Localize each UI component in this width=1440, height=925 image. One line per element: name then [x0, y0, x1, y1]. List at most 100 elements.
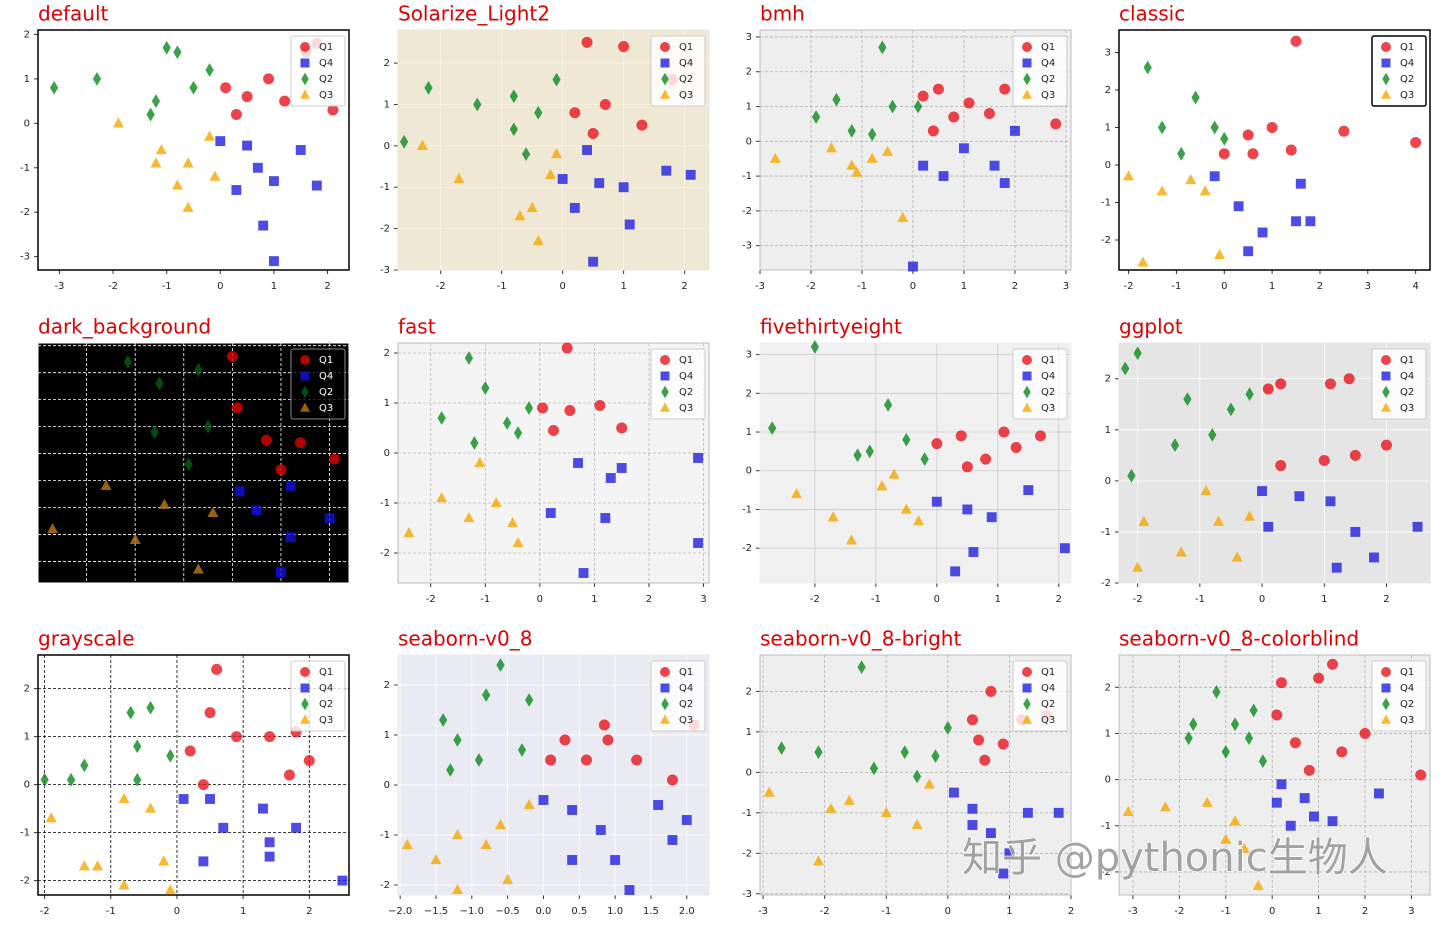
- legend-label: Q3: [679, 403, 693, 414]
- point: [1229, 815, 1241, 826]
- point: [92, 72, 102, 86]
- point: [470, 436, 479, 450]
- point: [552, 72, 561, 87]
- point: [118, 792, 130, 804]
- point: [218, 822, 229, 833]
- legend-label: Q3: [1041, 715, 1055, 726]
- y-tick-label: -1: [380, 498, 390, 509]
- point: [538, 795, 549, 805]
- point: [509, 122, 518, 137]
- point: [204, 130, 216, 141]
- point: [962, 504, 973, 515]
- point: [1177, 146, 1186, 161]
- legend-marker: [300, 355, 310, 365]
- legend-label: Q2: [679, 74, 693, 85]
- point: [184, 457, 193, 472]
- point: [1324, 378, 1336, 390]
- x-tick-label: 3: [1365, 281, 1371, 292]
- legend-label: Q2: [1041, 74, 1055, 85]
- x-tick-label: 1: [1269, 281, 1275, 292]
- x-tick-label: -2: [820, 906, 830, 917]
- legend-label: Q3: [1400, 90, 1414, 101]
- y-tick-label: -2: [742, 543, 752, 554]
- legend-label: Q4: [319, 371, 333, 382]
- x-tick-label: −1.0: [460, 906, 484, 917]
- legend-box: [290, 348, 346, 420]
- legend-box: [1012, 35, 1068, 107]
- legend-label: Q2: [319, 74, 333, 85]
- point: [241, 91, 253, 103]
- point: [1238, 842, 1250, 853]
- point: [1275, 378, 1287, 390]
- y-tick-label: 2: [746, 388, 752, 399]
- point: [126, 705, 135, 720]
- x-tick-label: -3: [755, 281, 765, 292]
- point: [502, 416, 512, 430]
- x-tick-label: 1: [1315, 906, 1321, 917]
- y-tick-label: -1: [742, 808, 752, 819]
- point: [198, 856, 209, 867]
- point: [1245, 387, 1254, 401]
- x-tick-label: -2: [40, 906, 50, 917]
- point: [973, 734, 985, 746]
- point: [537, 402, 549, 414]
- point: [588, 256, 599, 267]
- point: [869, 761, 879, 776]
- x-tick-label: 0.5: [571, 906, 587, 917]
- x-tick-label: -3: [758, 906, 768, 917]
- point: [958, 143, 969, 154]
- point: [983, 107, 995, 119]
- legend-label: Q1: [1041, 355, 1055, 366]
- point: [878, 40, 887, 55]
- point: [285, 480, 296, 491]
- x-tick-label: 2: [1362, 906, 1368, 917]
- point: [1009, 125, 1020, 136]
- legend-label: Q3: [319, 90, 333, 101]
- legend-marker: [660, 89, 670, 99]
- legend-marker: [1381, 371, 1391, 381]
- point: [1213, 515, 1225, 526]
- point: [1303, 764, 1315, 776]
- y-tick-label: 0: [384, 448, 390, 459]
- point: [998, 426, 1010, 438]
- point: [999, 83, 1011, 95]
- point: [900, 745, 909, 760]
- chart-title: grayscale: [38, 627, 135, 651]
- x-tick-label: 0: [1269, 906, 1275, 917]
- legend-marker: [1381, 355, 1391, 365]
- point: [171, 179, 183, 190]
- point: [1380, 439, 1392, 451]
- legend-marker: [300, 667, 310, 677]
- point: [1059, 543, 1070, 554]
- point: [146, 700, 155, 715]
- point: [1349, 449, 1361, 461]
- point: [1050, 118, 1062, 130]
- legend-label: Q4: [319, 683, 333, 694]
- point: [624, 885, 635, 895]
- point: [567, 855, 578, 865]
- point: [275, 464, 287, 476]
- point: [961, 461, 973, 473]
- point: [857, 660, 866, 675]
- x-tick-label: 1.0: [607, 906, 623, 917]
- chart-title: seaborn-v0_8-colorblind: [1119, 627, 1359, 651]
- point: [963, 97, 975, 109]
- x-tick-label: -3: [1128, 906, 1138, 917]
- chart-title: default: [38, 2, 109, 26]
- legend-marker: [1381, 42, 1391, 52]
- point: [582, 145, 592, 155]
- point: [600, 513, 611, 523]
- point: [931, 438, 943, 450]
- point: [968, 547, 979, 557]
- x-tick-label: 0: [1259, 594, 1265, 605]
- point: [150, 157, 162, 168]
- y-tick-label: 0: [1105, 775, 1111, 786]
- y-tick-label: -1: [20, 163, 30, 174]
- point: [557, 174, 568, 184]
- y-tick-label: 1: [1105, 425, 1111, 436]
- point: [496, 658, 505, 672]
- point: [182, 201, 194, 212]
- point: [291, 822, 302, 833]
- legend-box: [650, 35, 706, 107]
- point: [204, 707, 216, 719]
